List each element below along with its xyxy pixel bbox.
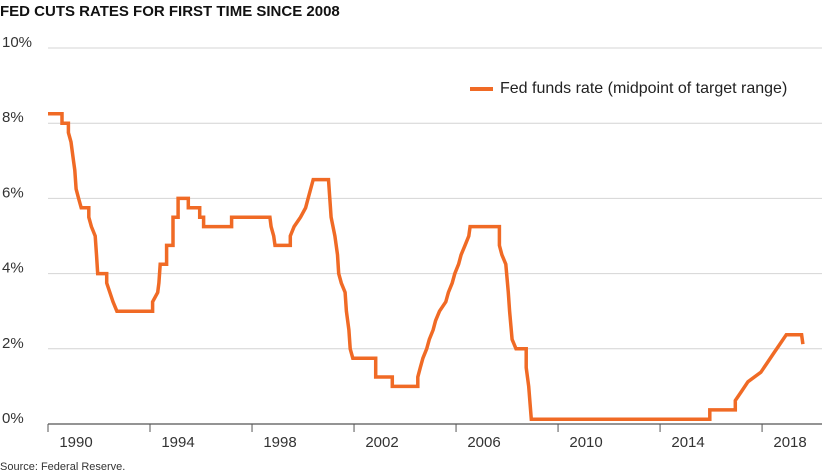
x-tick-label: 2010 — [569, 434, 602, 451]
x-tick-label: 1998 — [263, 434, 296, 451]
x-tick-label: 2002 — [365, 434, 398, 451]
x-tick-label: 2014 — [671, 434, 704, 451]
y-tick-label: 2% — [2, 335, 24, 352]
y-tick-label: 8% — [2, 109, 24, 126]
y-tick-label: 10% — [2, 34, 32, 51]
x-tick-label: 2018 — [773, 434, 806, 451]
chart-title: FED CUTS RATES FOR FIRST TIME SINCE 2008 — [0, 3, 340, 20]
x-tick-label: 1994 — [161, 434, 194, 451]
y-tick-label: 0% — [2, 410, 24, 427]
x-tick-label: 1990 — [59, 434, 92, 451]
y-tick-label: 4% — [2, 260, 24, 277]
series-line — [48, 112, 805, 422]
legend-label: Fed funds rate (midpoint of target range… — [500, 80, 787, 97]
source-note: Source: Federal Reserve. — [0, 461, 125, 473]
y-tick-label: 6% — [2, 184, 24, 201]
x-tick-label: 2006 — [467, 434, 500, 451]
